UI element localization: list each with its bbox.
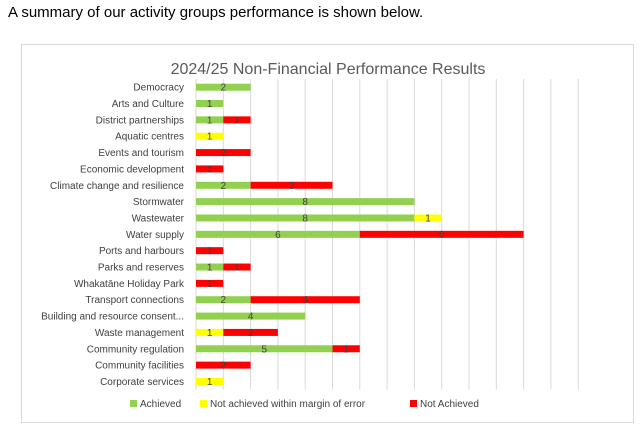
- category-label-water-supply: Water supply: [126, 230, 184, 241]
- category-label-transport-connections: Transport connections: [85, 295, 184, 306]
- chart-title: 2024/25 Non-Financial Performance Result…: [171, 61, 486, 78]
- data-label-achieved-stormwater: 8: [302, 197, 308, 208]
- bar-achieved-transport-connections: [196, 296, 251, 304]
- intro-text: A summary of our activity groups perform…: [8, 4, 424, 21]
- data-label-achieved-water-supply: 6: [275, 230, 281, 241]
- data-label-not-achieved-water-supply: 6: [439, 230, 445, 241]
- data-label-not-achieved-whakat-ne-holiday-park: 1: [207, 279, 213, 290]
- bar-not-achieved-ports-and-harbours: [196, 247, 224, 255]
- category-label-whakat-ne-holiday-park: Whakatāne Holiday Park: [74, 279, 185, 290]
- category-label-corporate-services: Corporate services: [100, 377, 184, 388]
- data-label-not-achieved-climate-change-and-resilience: 3: [289, 181, 295, 192]
- data-label-not-achieved-events-and-tourism: 2: [221, 148, 227, 159]
- chart-panel: 2024/25 Non-Financial Performance Result…: [21, 44, 634, 423]
- bar-not-achieved-whakat-ne-holiday-park: [196, 279, 224, 287]
- legend-swatch-not-achieved-within-margin-of-error: [200, 400, 207, 407]
- data-label-achieved-district-partnerships: 1: [207, 115, 213, 126]
- bar-not-achieved-community-facilities: [196, 361, 251, 369]
- legend-label-not-achieved: Not Achieved: [420, 399, 479, 410]
- data-label-not-achieved-economic-development: 1: [207, 164, 213, 175]
- bar-not-achieved-events-and-tourism: [196, 149, 251, 157]
- data-label-achieved-arts-and-culture: 1: [207, 99, 213, 110]
- data-label-achieved-wastewater: 8: [302, 213, 308, 224]
- bar-not-achieved-within-margin-of-error-corporate-services: [196, 377, 224, 385]
- bar-not-achieved-parks-and-reserves: [223, 263, 251, 271]
- category-label-events-and-tourism: Events and tourism: [98, 148, 184, 159]
- bar-achieved-arts-and-culture: [196, 100, 224, 108]
- legend-label-achieved: Achieved: [140, 399, 181, 410]
- bar-achieved-community-regulation: [196, 345, 333, 353]
- bar-achieved-democracy: [196, 83, 251, 91]
- category-label-aquatic-centres: Aquatic centres: [115, 132, 184, 143]
- bar-achieved-stormwater: [196, 198, 415, 206]
- bar-not-achieved-within-margin-of-error-aquatic-centres: [196, 132, 224, 140]
- data-label-not-achieved-waste-management: 2: [248, 328, 254, 339]
- data-label-achieved-building-and-resource-consent: 4: [248, 312, 254, 323]
- data-label-not-achieved-within-margin-of-error-aquatic-centres: 1: [207, 132, 213, 143]
- data-label-achieved-democracy: 2: [221, 83, 227, 94]
- data-label-not-achieved-transport-connections: 4: [302, 295, 308, 306]
- data-label-not-achieved-community-regulation: 1: [343, 344, 349, 355]
- bar-not-achieved-within-margin-of-error-waste-management: [196, 328, 224, 336]
- bar-not-achieved-economic-development: [196, 165, 224, 173]
- data-label-not-achieved-parks-and-reserves: 1: [234, 263, 240, 274]
- bar-not-achieved-waste-management: [223, 328, 278, 336]
- category-label-district-partnerships: District partnerships: [96, 115, 184, 126]
- data-label-not-achieved-within-margin-of-error-corporate-services: 1: [207, 377, 213, 388]
- legend: Achieved Not achieved within margin of er…: [130, 399, 479, 410]
- category-label-climate-change-and-resilience: Climate change and resilience: [50, 181, 184, 192]
- category-label-community-regulation: Community regulation: [87, 344, 184, 355]
- data-label-not-achieved-within-margin-of-error-wastewater: 1: [425, 213, 431, 224]
- bar-achieved-district-partnerships: [196, 116, 224, 124]
- bar-not-achieved-community-regulation: [332, 345, 360, 353]
- data-label-achieved-parks-and-reserves: 1: [207, 263, 213, 274]
- bar-achieved-building-and-resource-consent: [196, 312, 306, 320]
- performance-chart: 2024/25 Non-Financial Performance Result…: [41, 61, 579, 410]
- category-label-democracy: Democracy: [133, 83, 184, 94]
- category-label-ports-and-harbours: Ports and harbours: [99, 246, 184, 257]
- category-label-waste-management: Waste management: [95, 328, 184, 339]
- category-label-parks-and-reserves: Parks and reserves: [98, 263, 184, 274]
- category-labels: Democracy Arts and Culture District partne…: [41, 83, 185, 388]
- bar-achieved-climate-change-and-resilience: [196, 181, 251, 189]
- data-label-achieved-transport-connections: 2: [221, 295, 227, 306]
- category-label-stormwater: Stormwater: [133, 197, 185, 208]
- data-label-not-achieved-ports-and-harbours: 1: [207, 246, 213, 257]
- legend-swatch-not-achieved: [410, 400, 417, 407]
- data-label-not-achieved-community-facilities: 2: [221, 361, 227, 372]
- bar-achieved-wastewater: [196, 214, 415, 222]
- legend-label-not-achieved-within-margin-of-error: Not achieved within margin of error: [210, 399, 366, 410]
- bar-not-achieved-climate-change-and-resilience: [250, 181, 333, 189]
- bar-not-achieved-transport-connections: [250, 296, 360, 304]
- data-label-achieved-climate-change-and-resilience: 2: [221, 181, 227, 192]
- category-label-arts-and-culture: Arts and Culture: [112, 99, 185, 110]
- bar-not-achieved-district-partnerships: [223, 116, 251, 124]
- data-label-achieved-community-regulation: 5: [261, 344, 267, 355]
- data-label-not-achieved-within-margin-of-error-waste-management: 1: [207, 328, 213, 339]
- category-label-economic-development: Economic development: [80, 164, 184, 175]
- bar-achieved-parks-and-reserves: [196, 263, 224, 271]
- bar-not-achieved-within-margin-of-error-wastewater: [414, 214, 442, 222]
- legend-swatch-achieved: [130, 400, 137, 407]
- bar-not-achieved-water-supply: [359, 230, 524, 238]
- category-label-building-and-resource-consent: Building and resource consent...: [41, 312, 184, 323]
- bar-achieved-water-supply: [196, 230, 360, 238]
- category-label-wastewater: Wastewater: [132, 213, 185, 224]
- data-label-not-achieved-district-partnerships: 1: [234, 115, 240, 126]
- category-label-community-facilities: Community facilities: [95, 361, 184, 372]
